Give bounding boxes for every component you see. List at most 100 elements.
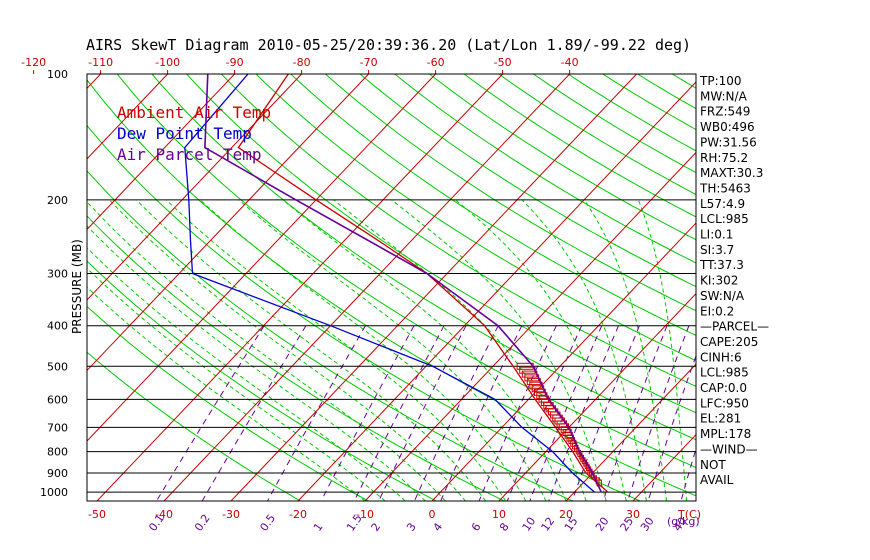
mixing-ratio-tick-label: 3	[404, 521, 419, 534]
isotherm-line	[565, 363, 696, 501]
isotherm-line	[163, 74, 570, 501]
dry-adiabat-line	[742, 74, 870, 501]
pressure-tick-label: 800	[47, 446, 68, 459]
mixing-ratio-tick-label: 6	[469, 521, 484, 534]
mixing-ratio-line	[478, 325, 557, 501]
plot-border	[86, 73, 697, 502]
top-temp-tick-label: -40	[561, 56, 579, 69]
top-temp-tick-label: -120	[21, 56, 46, 69]
bottom-temp-tick-label: -30	[222, 508, 240, 521]
dry-adiabat-line	[290, 74, 696, 336]
dry-adiabat-line	[359, 74, 696, 288]
mixing-ratio-line	[548, 325, 619, 501]
moist-adiabat-line	[455, 199, 627, 501]
mixing-ratio-line	[602, 325, 668, 501]
top-temp-tick-label: -80	[293, 56, 311, 69]
mixing-ratio-tick-label: 0.2	[192, 512, 213, 534]
stability-index-label: NOT	[700, 458, 726, 472]
pressure-tick-label: 900	[47, 467, 68, 480]
chart-title-group: AIRS SkewT Diagram 2010-05-25/20:39:36.2…	[86, 36, 691, 54]
pressure-tick-label: 100	[47, 68, 68, 81]
pressure-tick-label: 300	[47, 268, 68, 281]
isotherm-line	[87, 74, 369, 372]
bottom-temp-tick-label: 30	[626, 508, 640, 521]
isotherm-line	[87, 74, 235, 231]
moist-adiabat-line	[199, 199, 527, 501]
pressure-tick-label: 600	[47, 393, 68, 406]
isotherm-line	[87, 74, 101, 90]
bottom-axis-unit: T(C)	[677, 508, 701, 521]
stability-index-label: LFC:950	[700, 396, 749, 410]
mixing-ratio-line	[320, 325, 415, 501]
isotherm-line	[498, 292, 696, 501]
mixing-ratio-tick-label: 1	[311, 521, 326, 534]
plot-frame	[33, 70, 697, 502]
stability-index-label: LCL:985	[700, 212, 749, 226]
stability-index-label: RH:75.2	[700, 151, 748, 165]
dry-adiabat-line	[87, 260, 437, 501]
y-axis-label: PRESSURE (MB)	[70, 239, 84, 334]
stability-index-label: LCL:985	[700, 366, 749, 380]
stability-index-label: L57:4.9	[700, 197, 745, 211]
pressure-tick-label: 1000	[40, 486, 68, 499]
series-line-dew-point-temp	[184, 74, 595, 493]
mixing-ratio-line	[267, 325, 366, 501]
mixing-ratio-line	[529, 325, 603, 501]
top-temp-tick-label: -90	[226, 56, 244, 69]
dry-adiabat-line	[87, 170, 573, 501]
mixing-ratio-tick-label: 30	[638, 515, 657, 534]
dry-adiabat-line	[151, 74, 696, 441]
chart-title: AIRS SkewT Diagram 2010-05-25/20:39:36.2…	[86, 36, 691, 54]
moist-adiabat-line	[583, 199, 667, 501]
mixing-ratio-tick-label: 8	[497, 521, 512, 534]
moist-adiabat-line	[87, 247, 406, 501]
moist-adiabat-line	[87, 225, 426, 501]
series-line-ambient-air-temp	[237, 74, 609, 493]
mixing-ratio-tick-label: 2	[369, 521, 384, 534]
dry-adiabat-line	[87, 351, 301, 501]
stability-index-label: —WIND—	[700, 442, 758, 456]
background-lines	[87, 74, 870, 501]
stability-index-label: TP:100	[699, 74, 742, 88]
isotherm-line	[230, 74, 637, 501]
mixing-ratio-tick-label: 4	[431, 521, 446, 534]
bottom-temp-tick-label: -40	[155, 508, 173, 521]
pressure-tick-label: 500	[47, 360, 68, 373]
mixing-ratio-tick-label: 0.5	[257, 512, 278, 534]
isotherm-line	[364, 151, 696, 501]
isotherm-line	[297, 81, 696, 501]
stability-index-label: PW:31.56	[700, 135, 757, 149]
dry-adiabat-line	[394, 74, 696, 264]
series-line-air-parcel-temp	[204, 74, 602, 493]
top-temp-tick-label: -110	[88, 56, 113, 69]
moist-adiabat-line	[521, 199, 647, 501]
moist-adiabat-line	[135, 199, 487, 501]
mixing-ratio-line	[201, 325, 307, 501]
mixing-ratio-line	[571, 325, 640, 501]
top-temp-tick-label: -60	[427, 56, 445, 69]
moist-adiabat-line	[238, 199, 547, 501]
moist-adiabat-line	[282, 199, 567, 501]
top-temp-tick-label: -100	[155, 56, 180, 69]
stability-index-label: MAXT:30.3	[700, 166, 763, 180]
dry-adiabat-line	[186, 74, 696, 414]
stability-index-label: EI:0.2	[700, 304, 734, 318]
mixing-ratio-line	[440, 325, 523, 501]
dry-adiabat-line	[255, 74, 696, 362]
moist-adiabat-line	[87, 267, 386, 501]
mixing-ratio-tick-label: 10	[520, 515, 539, 534]
stability-index-label: FRZ:549	[700, 105, 750, 119]
legend-ambient-air-temp: Ambient Air Temp	[117, 103, 271, 122]
isotherm-line	[96, 74, 503, 501]
legend-dew-point-temp: Dew Point Temp	[117, 124, 252, 143]
dry-adiabat-line	[87, 215, 505, 501]
mixing-ratio-tick-label: 12	[539, 515, 558, 534]
moist-adiabat-line	[333, 199, 587, 501]
mixing-ratio-unit: (g/kg)	[667, 515, 700, 528]
top-temp-tick-label: -50	[494, 56, 512, 69]
legend: Ambient Air Temp Dew Point Temp Air Parc…	[117, 103, 271, 164]
mixing-ratio-line	[627, 325, 690, 501]
isotherm-line	[431, 222, 696, 501]
